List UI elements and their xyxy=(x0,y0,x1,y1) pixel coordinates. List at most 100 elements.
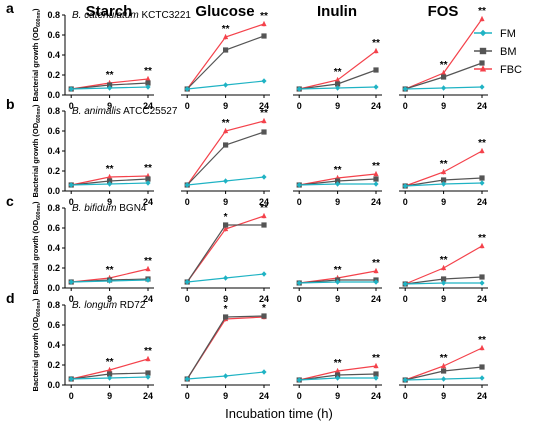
data-point xyxy=(373,362,379,369)
panel-letter: b xyxy=(6,96,15,112)
significance-mark: ** xyxy=(222,24,230,35)
data-point xyxy=(373,47,379,54)
data-point xyxy=(335,81,341,87)
column-title-inulin: Inulin xyxy=(317,3,357,20)
data-point xyxy=(335,279,341,285)
data-point xyxy=(261,33,267,39)
significance-mark: ** xyxy=(440,159,448,170)
x-tick-label: 0 xyxy=(69,101,74,111)
y-tick-label: 0.6 xyxy=(47,126,60,136)
data-point xyxy=(261,271,267,277)
significance-mark: ** xyxy=(334,165,342,176)
data-point xyxy=(223,178,229,184)
data-point xyxy=(479,274,485,280)
x-tick-label: 9 xyxy=(223,101,228,111)
y-tick-label: 0.0 xyxy=(47,186,60,196)
data-point xyxy=(107,371,113,377)
data-point xyxy=(145,180,151,186)
data-point xyxy=(373,170,379,177)
y-tick-label: 0.8 xyxy=(47,106,60,116)
data-point xyxy=(261,212,267,219)
data-point xyxy=(441,85,447,91)
panel-c-fos: 0 9 24 ** ** xyxy=(399,233,488,304)
panel-c-starch: 0 9 24 ** ** xyxy=(65,256,154,304)
data-point xyxy=(107,278,113,284)
data-point xyxy=(402,183,408,189)
series-fm xyxy=(296,375,379,383)
data-point xyxy=(261,20,267,27)
data-point xyxy=(223,142,229,148)
data-point xyxy=(107,85,113,91)
x-tick-label: 9 xyxy=(441,101,446,111)
data-point xyxy=(184,376,190,382)
significance-mark: * xyxy=(224,212,228,223)
significance-mark: ** xyxy=(260,11,268,22)
y-tick-label: 0.2 xyxy=(47,166,60,176)
strain-name: ATCC25527 xyxy=(121,106,178,117)
data-point xyxy=(441,69,447,76)
data-point xyxy=(441,181,447,187)
significance-mark: ** xyxy=(440,353,448,364)
x-tick-label: 0 xyxy=(185,294,190,304)
data-point xyxy=(441,368,447,374)
data-point xyxy=(184,279,190,285)
panel-c-glucose: 0 9 24*** xyxy=(181,203,270,304)
data-point xyxy=(479,375,485,381)
y-tick-label: 0.0 xyxy=(47,90,60,100)
y-axis-label: Bacterial growth (OD600nm) xyxy=(31,104,42,197)
data-point xyxy=(441,376,447,382)
x-tick-label: 0 xyxy=(403,101,408,111)
data-point xyxy=(441,276,447,282)
data-point xyxy=(261,78,267,84)
significance-mark: ** xyxy=(144,346,152,357)
data-point xyxy=(223,33,229,40)
species-name: B. animalis xyxy=(72,106,121,117)
data-point xyxy=(261,129,267,135)
data-point xyxy=(145,80,151,86)
data-point xyxy=(373,181,379,187)
data-point xyxy=(107,375,113,381)
significance-mark: ** xyxy=(334,358,342,369)
x-tick-label: 0 xyxy=(297,391,302,401)
column-title-fos: FOS xyxy=(428,3,459,20)
data-point xyxy=(68,376,74,382)
x-tick-label: 0 xyxy=(69,197,74,207)
significance-mark: ** xyxy=(440,60,448,71)
y-tick-label: 0.4 xyxy=(47,340,60,350)
legend-item-fm: FM xyxy=(474,28,516,40)
significance-mark: ** xyxy=(106,70,114,81)
series-fm xyxy=(402,84,485,92)
x-tick-label: 24 xyxy=(477,101,487,111)
legend-item-bm: BM xyxy=(474,46,517,58)
data-point xyxy=(223,275,229,281)
series-line xyxy=(186,315,265,380)
panel-a-fos: 0 9 24 ** ** xyxy=(399,6,488,111)
data-point xyxy=(223,314,229,320)
data-point xyxy=(373,67,379,73)
x-tick-label: 9 xyxy=(223,294,228,304)
data-point xyxy=(107,173,113,180)
series-fm xyxy=(68,180,151,188)
x-tick-label: 9 xyxy=(441,294,446,304)
panel-b-starch: 0 9 24 ** ** xyxy=(65,163,154,207)
legend-label: BM xyxy=(500,46,517,58)
strain-name: KCTC3221 xyxy=(139,10,192,21)
series-fm xyxy=(402,180,485,189)
significance-mark: ** xyxy=(372,161,380,172)
data-point xyxy=(223,82,229,88)
panel-letter: a xyxy=(6,0,14,16)
data-point xyxy=(373,371,379,377)
x-tick-label: 0 xyxy=(69,391,74,401)
x-tick-label: 0 xyxy=(297,294,302,304)
significance-mark: ** xyxy=(372,353,380,364)
data-point xyxy=(68,86,74,92)
x-tick-label: 24 xyxy=(477,197,487,207)
x-tick-label: 0 xyxy=(297,101,302,111)
data-point xyxy=(296,86,302,92)
data-point xyxy=(479,175,485,181)
data-point xyxy=(107,181,113,187)
data-point xyxy=(145,176,151,182)
data-point xyxy=(107,366,113,373)
significance-mark: ** xyxy=(478,233,486,244)
x-tick-label: 0 xyxy=(185,391,190,401)
